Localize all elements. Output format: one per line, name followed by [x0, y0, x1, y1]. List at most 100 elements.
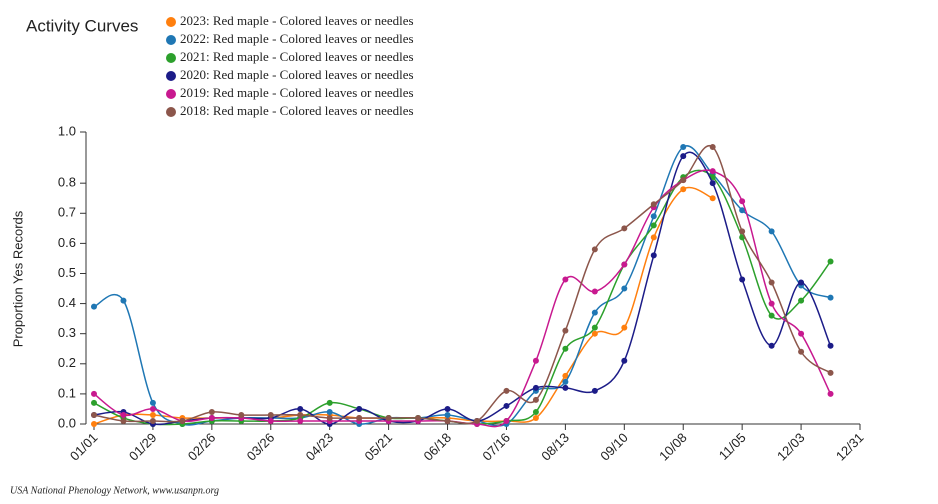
legend-label: 2022: Red maple - Colored leaves or need…	[180, 31, 414, 46]
data-point	[650, 222, 657, 229]
y-tick-label: 0.8	[58, 175, 76, 190]
data-point	[591, 324, 598, 331]
data-point	[149, 399, 156, 406]
data-point	[474, 417, 480, 424]
data-point	[739, 228, 746, 235]
data-point	[709, 144, 716, 151]
data-point	[149, 405, 156, 412]
y-axis-label: Proportion Yes Records	[10, 210, 25, 347]
data-point	[621, 357, 628, 364]
data-point	[650, 213, 657, 220]
data-point	[149, 411, 156, 418]
legend-label: 2023: Red maple - Colored leaves or need…	[180, 13, 414, 28]
legend-swatch	[166, 107, 176, 117]
data-point	[562, 345, 569, 352]
data-point	[238, 411, 245, 418]
data-point	[208, 408, 215, 415]
data-point	[120, 411, 127, 418]
data-point	[562, 276, 569, 283]
data-point	[680, 177, 687, 184]
data-point	[591, 387, 598, 394]
data-point	[739, 207, 746, 214]
data-point	[297, 405, 304, 412]
data-point	[415, 414, 422, 421]
legend-swatch	[166, 71, 176, 81]
legend-label: 2020: Red maple - Colored leaves or need…	[180, 67, 414, 82]
legend-label: 2021: Red maple - Colored leaves or need…	[180, 49, 414, 64]
data-point	[297, 411, 304, 418]
x-tick-label: 05/21	[362, 430, 396, 464]
data-point	[621, 225, 628, 232]
data-point	[532, 357, 539, 364]
data-point	[827, 342, 834, 349]
data-point	[798, 279, 805, 286]
data-point	[503, 417, 510, 424]
y-tick-label: 0.6	[58, 235, 76, 250]
data-point	[739, 198, 746, 205]
data-point	[267, 417, 274, 424]
data-point	[768, 300, 775, 307]
x-tick-label: 03/26	[244, 430, 278, 464]
x-tick-label: 10/08	[656, 430, 690, 464]
data-point	[709, 195, 716, 202]
data-point	[621, 261, 628, 268]
data-point	[827, 294, 834, 301]
series-line	[93, 169, 832, 426]
data-point	[709, 180, 716, 187]
data-point	[120, 297, 127, 304]
data-point	[503, 387, 510, 394]
data-point	[385, 414, 392, 421]
data-point	[326, 414, 333, 421]
x-tick-label: 07/16	[479, 430, 513, 464]
data-point	[768, 228, 775, 235]
data-point	[562, 384, 569, 391]
data-point	[208, 414, 215, 421]
data-point	[621, 324, 628, 331]
legend-swatch	[166, 89, 176, 99]
data-point	[562, 327, 569, 334]
data-point	[562, 372, 569, 379]
data-point	[562, 378, 569, 385]
x-tick-label: 06/18	[420, 430, 454, 464]
data-point	[532, 384, 539, 391]
data-point	[326, 399, 333, 406]
x-tick-label: 04/23	[303, 430, 337, 464]
data-point	[680, 144, 687, 151]
data-point	[650, 234, 657, 241]
data-point	[591, 330, 598, 337]
x-tick-label: 01/01	[67, 430, 101, 464]
data-point	[768, 312, 775, 319]
data-point	[444, 417, 451, 424]
data-point	[503, 402, 510, 409]
data-point	[827, 369, 834, 376]
footer: USA National Phenology Network, www.usan…	[10, 485, 219, 496]
data-point	[267, 411, 274, 418]
data-point	[768, 279, 775, 286]
y-tick-label: 1.0	[58, 123, 76, 138]
x-tick-label: 08/13	[538, 430, 572, 464]
data-point	[91, 303, 97, 310]
series-line	[93, 169, 832, 428]
y-tick-label: 0.3	[58, 325, 76, 340]
legend-label: 2018: Red maple - Colored leaves or need…	[180, 103, 414, 118]
x-tick-label: 02/26	[185, 430, 219, 464]
data-point	[444, 405, 451, 412]
data-point	[297, 417, 304, 424]
y-tick-label: 0.1	[58, 385, 76, 400]
legend-label: 2019: Red maple - Colored leaves or need…	[180, 85, 414, 100]
data-point	[798, 330, 805, 337]
data-point	[621, 285, 628, 292]
data-point	[444, 411, 451, 418]
data-point	[798, 297, 805, 304]
x-tick-label: 12/03	[774, 430, 808, 464]
data-point	[532, 396, 539, 403]
data-point	[680, 186, 687, 193]
data-point	[149, 417, 156, 424]
data-point	[768, 342, 775, 349]
data-point	[356, 405, 363, 412]
data-point	[326, 408, 333, 415]
series-line	[93, 186, 714, 425]
data-point	[650, 201, 657, 208]
y-tick-label: 0.5	[58, 265, 76, 280]
